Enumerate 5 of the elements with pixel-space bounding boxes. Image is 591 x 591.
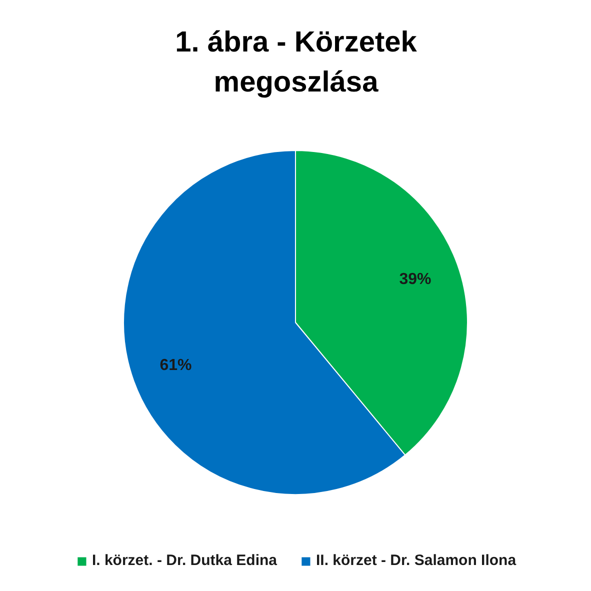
data-label: 61% xyxy=(160,357,192,374)
legend-label: I. körzet. - Dr. Dutka Edina xyxy=(92,552,277,569)
chart-title: 1. ábra - Körzetek megoszlása xyxy=(175,26,418,98)
data-label: 39% xyxy=(399,270,432,288)
legend-label: II. körzet - Dr. Salamon Ilona xyxy=(316,552,516,569)
